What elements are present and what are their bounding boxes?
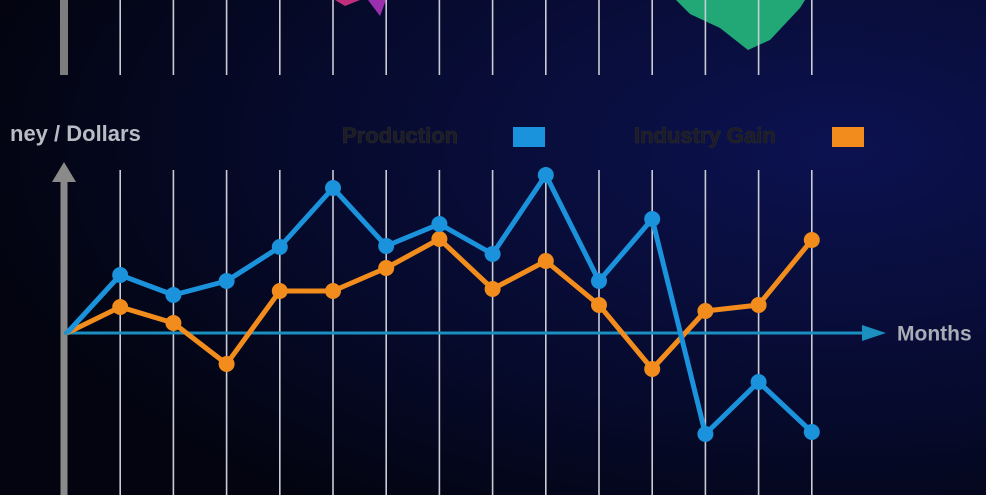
point — [803, 232, 820, 248]
legend: Production Industry Gain — [342, 123, 864, 148]
point — [803, 424, 820, 440]
point — [112, 267, 129, 283]
y-axis-arrow — [52, 162, 76, 182]
point — [537, 253, 554, 269]
point — [644, 361, 661, 377]
point — [644, 211, 661, 227]
point — [112, 299, 129, 315]
top-lines — [119, 0, 813, 75]
axis-top — [60, 0, 68, 75]
point — [431, 231, 448, 247]
point — [484, 281, 501, 297]
legend-swatch — [513, 127, 545, 147]
point — [271, 283, 288, 299]
decoration — [676, 0, 805, 50]
point — [750, 297, 767, 313]
point — [378, 238, 395, 254]
decoration — [368, 0, 386, 16]
x-axis-arrow — [862, 325, 886, 341]
point — [697, 426, 714, 442]
point — [165, 287, 182, 303]
point — [325, 283, 341, 299]
y-axis-label: ney / Dollars — [10, 121, 141, 146]
plot — [65, 167, 820, 442]
decoration — [335, 0, 360, 6]
point — [218, 356, 235, 372]
legend-label: Industry Gain — [634, 123, 776, 148]
point — [165, 315, 182, 331]
point — [325, 180, 341, 196]
point — [750, 374, 767, 390]
legend-label: Production — [342, 123, 458, 148]
point — [218, 273, 235, 289]
point — [537, 167, 554, 183]
point — [378, 260, 395, 276]
point — [697, 303, 714, 319]
point — [591, 297, 607, 313]
point — [484, 246, 501, 262]
point — [271, 239, 288, 255]
point — [431, 216, 448, 232]
point — [591, 273, 607, 289]
x-axis-label: Months — [897, 323, 972, 346]
legend-swatch — [832, 127, 864, 147]
